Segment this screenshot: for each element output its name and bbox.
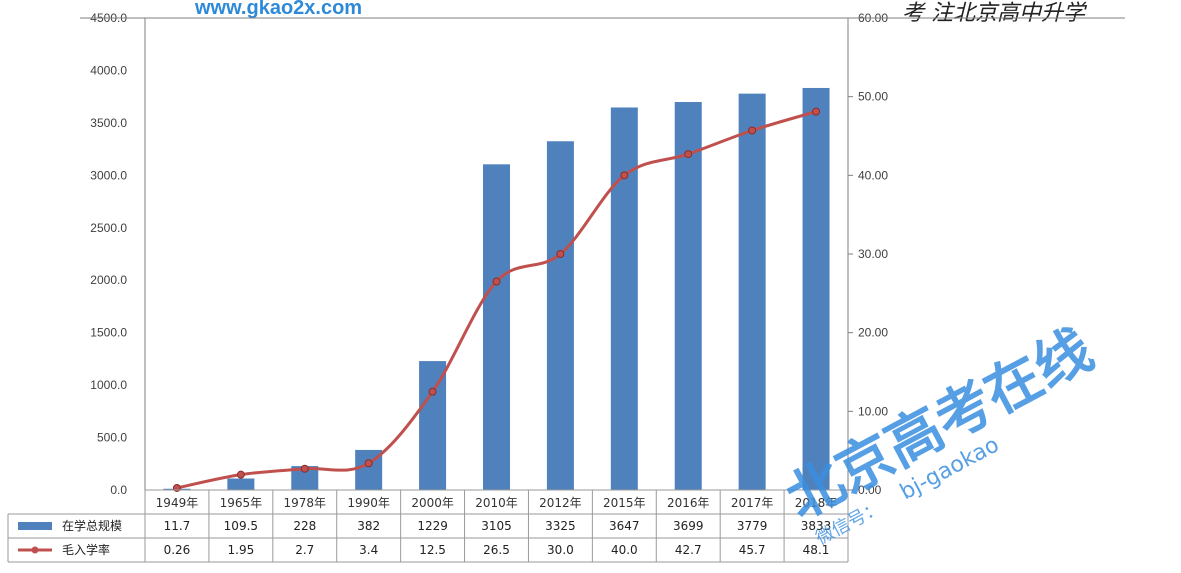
y-left-tick-label: 3500.0 <box>90 116 127 130</box>
bar <box>610 107 638 491</box>
table-value-cell: 3105 <box>481 519 512 533</box>
bar <box>227 478 255 490</box>
bar <box>483 164 510 490</box>
table-value-cell: 228 <box>293 519 316 533</box>
legend-label: 毛入学率 <box>62 542 110 557</box>
y-right-tick-label: 10.00 <box>858 404 888 418</box>
watermark-url: www.gkao2x.com <box>194 0 362 19</box>
table-value-cell: 30.0 <box>547 543 574 557</box>
bar <box>291 466 319 490</box>
data-table: 1949年 1965年 1978年 1990年 2000年 2010年 2012年 2015年… <box>7 489 849 563</box>
table-header-cell: 2000年 <box>411 496 454 510</box>
y-left-tick-label: 1500.0 <box>90 326 127 340</box>
line-point <box>748 126 757 135</box>
line-point <box>684 150 693 159</box>
legend-key-marker <box>31 546 39 554</box>
line-point <box>620 171 629 180</box>
y-right-tick-label: 40.00 <box>858 168 888 182</box>
line-point <box>300 464 309 473</box>
line-point <box>492 277 501 286</box>
line-point <box>812 107 821 116</box>
table-value-cell: 48.1 <box>803 543 830 557</box>
table-value-cell: 11.7 <box>164 519 191 533</box>
table-value-cell: 45.7 <box>739 543 766 557</box>
table-value-cell: 1.95 <box>228 543 255 557</box>
table-header-cell: 2015年 <box>603 496 646 510</box>
legend-key-bar <box>18 522 52 530</box>
bar <box>546 141 574 490</box>
line-point <box>364 459 373 468</box>
table-header-cell: 2018年 <box>795 496 838 510</box>
line-point <box>428 387 437 396</box>
table-value-cell: 42.7 <box>675 543 702 557</box>
y-left-tick-label: 4000.0 <box>90 63 127 77</box>
table-value-cell: 3647 <box>609 519 640 533</box>
watermark-back: www.gkao2x.com 考 注北京高中升学 <box>194 0 1088 26</box>
line-point <box>236 470 245 479</box>
y-left-tick-label: 1000.0 <box>90 378 127 392</box>
line-point <box>556 250 565 258</box>
table-value-cell: 3.4 <box>359 543 378 557</box>
table-value-cell: 382 <box>357 519 380 533</box>
table-value-cell: 1229 <box>417 519 448 533</box>
y-left-tick-label: 0.0 <box>110 483 127 497</box>
table-value-cell: 12.5 <box>419 543 446 557</box>
bar <box>674 102 702 491</box>
table-value-cell: 3779 <box>737 519 768 533</box>
table-header-cell: 2010年 <box>475 496 518 510</box>
y-right-tick-label: 0.00 <box>858 483 882 497</box>
bar <box>419 361 447 490</box>
table-header-cell: 1965年 <box>220 496 263 510</box>
table-header-cell: 1978年 <box>283 496 326 510</box>
table-value-cell: 109.5 <box>224 519 258 533</box>
watermark-top-right: 考 注北京高中升学 <box>902 1 1088 26</box>
table-value-cell: 3699 <box>673 519 704 533</box>
table-value-cell: 0.26 <box>164 543 191 557</box>
y-left-tick-label: 2000.0 <box>90 273 127 287</box>
y-right-tick-label: 20.00 <box>858 326 888 340</box>
table-header-cell: 1949年 <box>156 496 199 510</box>
y-right-tick-label: 50.00 <box>858 90 888 104</box>
table-value-cell: 40.0 <box>611 543 638 557</box>
table-value-cell: 26.5 <box>483 543 510 557</box>
table-value-cell: 3833 <box>801 519 832 533</box>
y-left-tick-label: 2500.0 <box>90 221 127 235</box>
y-right-tick-label: 30.00 <box>858 247 888 261</box>
table-value-cell: 3325 <box>545 519 576 533</box>
bar <box>802 87 830 491</box>
y-left-tick-label: 3000.0 <box>90 168 127 182</box>
table-header-cell: 2016年 <box>667 496 710 510</box>
table-header-cell: 2012年 <box>539 496 582 510</box>
table-value-cell: 2.7 <box>295 543 314 557</box>
bar <box>738 93 766 491</box>
legend-label: 在学总规模 <box>62 518 122 533</box>
y-left-tick-label: 500.0 <box>97 431 127 445</box>
table-header-cell: 1990年 <box>347 496 390 510</box>
table-header-cell: 2017年 <box>731 496 774 510</box>
